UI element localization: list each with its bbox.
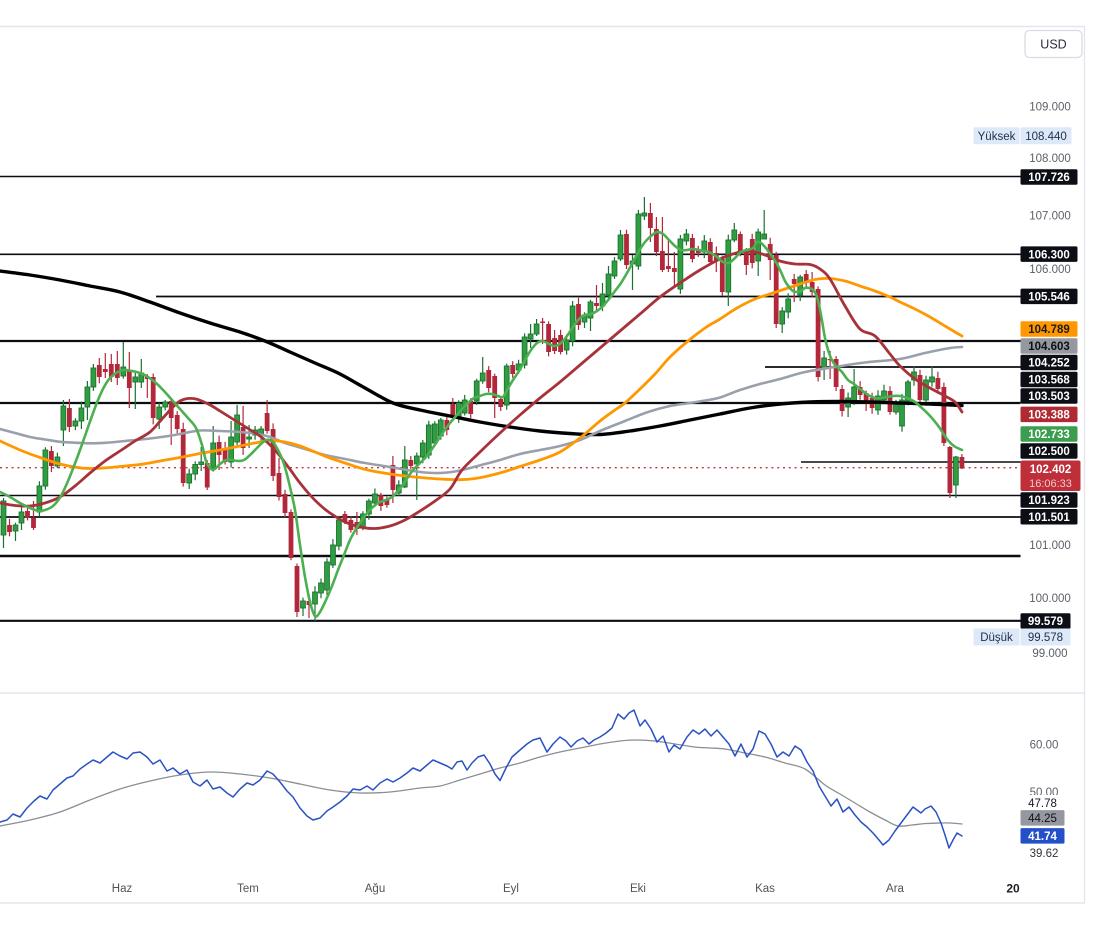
svg-text:16:06:33: 16:06:33 <box>1029 478 1072 490</box>
svg-text:99.579: 99.579 <box>1028 616 1063 628</box>
svg-text:102.500: 102.500 <box>1028 446 1070 458</box>
svg-text:102.733: 102.733 <box>1028 429 1070 441</box>
svg-text:100.000: 100.000 <box>1029 593 1071 605</box>
svg-text:Haz: Haz <box>112 883 133 895</box>
svg-text:104.252: 104.252 <box>1028 358 1070 370</box>
svg-text:Eki: Eki <box>630 883 646 895</box>
svg-text:101.923: 101.923 <box>1028 495 1070 507</box>
svg-text:101.501: 101.501 <box>1028 512 1070 524</box>
svg-text:Düşük: Düşük <box>980 632 1013 644</box>
svg-text:44.25: 44.25 <box>1028 813 1057 825</box>
svg-text:103.503: 103.503 <box>1028 391 1070 403</box>
svg-text:106.000: 106.000 <box>1029 264 1071 276</box>
svg-text:Yüksek: Yüksek <box>978 131 1016 143</box>
svg-text:105.546: 105.546 <box>1028 292 1070 304</box>
svg-text:103.388: 103.388 <box>1028 410 1070 422</box>
svg-text:39.62: 39.62 <box>1030 848 1059 860</box>
svg-text:20: 20 <box>1006 882 1020 896</box>
svg-text:108.440: 108.440 <box>1025 131 1067 143</box>
svg-text:104.603: 104.603 <box>1028 341 1070 353</box>
svg-text:104.789: 104.789 <box>1028 324 1070 336</box>
svg-text:99.000: 99.000 <box>1032 648 1067 660</box>
svg-text:USD: USD <box>1040 38 1066 52</box>
svg-text:107.726: 107.726 <box>1028 172 1070 184</box>
svg-text:Kas: Kas <box>755 883 775 895</box>
svg-text:107.000: 107.000 <box>1029 211 1071 223</box>
svg-text:Ara: Ara <box>886 883 905 895</box>
svg-text:Eyl: Eyl <box>503 883 519 895</box>
svg-text:108.000: 108.000 <box>1029 153 1071 165</box>
svg-text:41.74: 41.74 <box>1028 831 1057 843</box>
svg-text:102.402: 102.402 <box>1030 464 1072 476</box>
svg-text:47.78: 47.78 <box>1028 798 1057 810</box>
svg-text:99.578: 99.578 <box>1028 632 1063 644</box>
svg-text:106.300: 106.300 <box>1028 249 1070 261</box>
svg-text:109.000: 109.000 <box>1029 102 1071 114</box>
svg-text:60.00: 60.00 <box>1030 740 1059 752</box>
svg-text:103.568: 103.568 <box>1028 375 1070 387</box>
svg-text:Ağu: Ağu <box>365 883 385 895</box>
svg-text:Tem: Tem <box>237 883 259 895</box>
svg-text:101.000: 101.000 <box>1029 540 1071 552</box>
